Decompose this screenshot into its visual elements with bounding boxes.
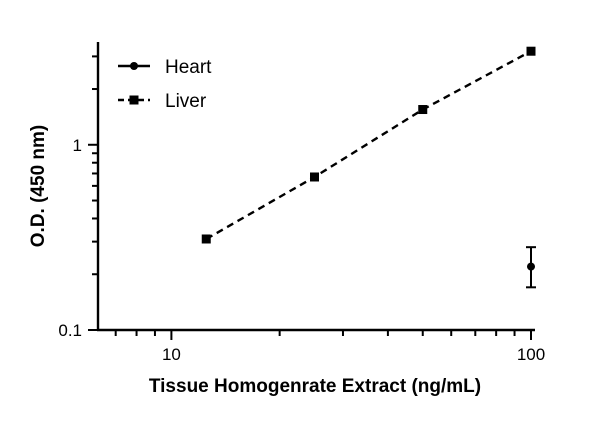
x-tick-label: 100 bbox=[517, 345, 545, 364]
series-liver bbox=[201, 46, 536, 244]
series-heart bbox=[526, 246, 536, 289]
x-tick-label: 10 bbox=[162, 345, 181, 364]
data-point bbox=[527, 262, 535, 271]
axes: 0.1 1 10 100 bbox=[58, 42, 545, 364]
data-point bbox=[201, 234, 211, 244]
x-axis-title: Tissue Homogenrate Extract (ng/mL) bbox=[149, 376, 481, 397]
y-tick-label: 0.1 bbox=[58, 321, 82, 340]
legend-entry-liver: Liver bbox=[118, 91, 207, 112]
data-point bbox=[418, 105, 428, 115]
legend-marker bbox=[129, 95, 139, 105]
legend-label: Heart bbox=[165, 57, 212, 78]
y-tick-label: 1 bbox=[73, 136, 82, 155]
legend-marker bbox=[130, 62, 138, 70]
y-axis-title: O.D. (450 nm) bbox=[28, 125, 49, 247]
legend-label: Liver bbox=[165, 91, 207, 112]
legend: Heart Liver bbox=[118, 57, 212, 112]
data-point bbox=[310, 172, 319, 182]
series-line bbox=[205, 50, 532, 241]
legend-entry-heart: Heart bbox=[118, 57, 212, 78]
data-point bbox=[526, 46, 536, 56]
plot-marks bbox=[201, 46, 536, 289]
